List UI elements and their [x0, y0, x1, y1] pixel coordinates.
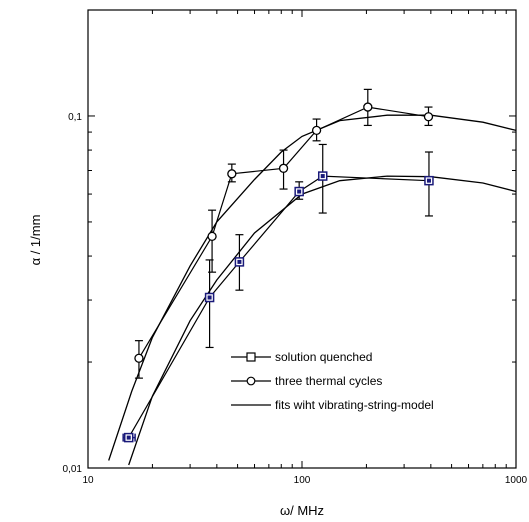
data-point-three-thermal-cycles [227, 169, 237, 179]
data-markers [123, 102, 434, 443]
data-point-solution-quenched-fill [426, 178, 431, 183]
data-point-three-thermal-cycles [278, 163, 289, 173]
legend-square-marker [246, 352, 256, 362]
legend-item-solution-quenched: solution quenched [231, 350, 372, 364]
y-tick-label: 0,01 [63, 464, 83, 475]
y-axis-label: α / 1/mm [28, 215, 43, 266]
x-tick-label: 10 [82, 475, 94, 486]
x-tick-label: 100 [294, 475, 311, 486]
legend-label-solution-quenched: solution quenched [275, 350, 372, 364]
data-point-solution-quenched-fill [320, 174, 325, 179]
legend-item-fits: fits wiht vibrating-string-model [231, 398, 434, 412]
data-point-three-thermal-cycles [423, 112, 434, 122]
data-point-three-thermal-cycles [134, 353, 144, 363]
tick-labels: 10 100 1000 0,01 0,1 [63, 112, 528, 486]
data-point-solution-quenched-fill [207, 295, 212, 300]
data-point-solution-quenched-fill [126, 435, 131, 440]
fit-curve-2 [128, 175, 517, 466]
legend-item-three-thermal-cycles: three thermal cycles [231, 374, 382, 388]
data-point-solution-quenched-fill [297, 189, 302, 194]
data-point-three-thermal-cycles [363, 102, 373, 112]
axis-ticks [87, 9, 516, 469]
series-line-three-thermal-cycles [138, 106, 429, 359]
legend-label-fits: fits wiht vibrating-string-model [275, 398, 434, 412]
error-bars [122, 88, 433, 442]
series-line-solution-quenched [128, 175, 430, 438]
legend: solution quenched three thermal cycles f… [231, 350, 434, 412]
y-tick-label: 0,1 [68, 112, 82, 123]
data-point-three-thermal-cycles [207, 231, 217, 242]
legend-circle-marker [246, 376, 256, 386]
x-axis-label: ω/ MHz [280, 503, 324, 518]
data-point-three-thermal-cycles [311, 125, 322, 136]
legend-label-three-thermal-cycles: three thermal cycles [275, 374, 382, 388]
data-point-solution-quenched-fill [237, 259, 242, 264]
x-tick-label: 1000 [505, 475, 528, 486]
